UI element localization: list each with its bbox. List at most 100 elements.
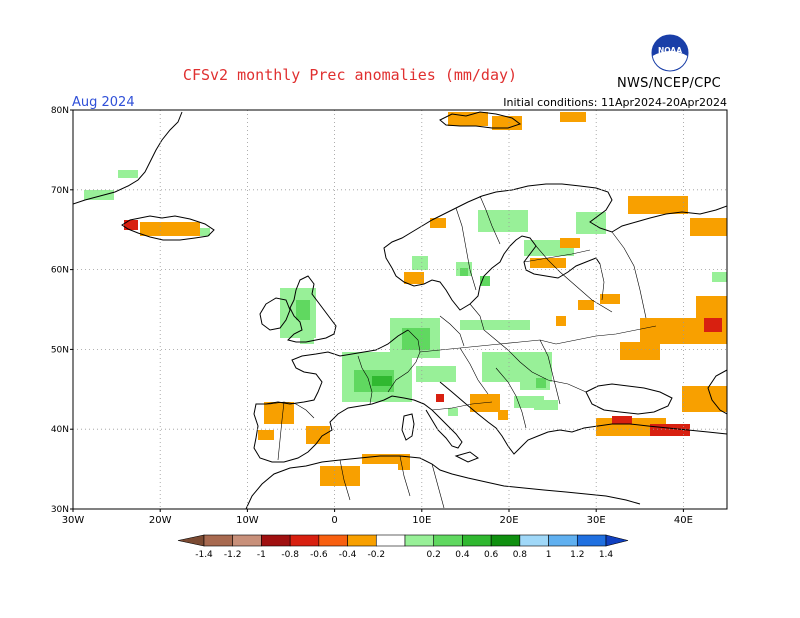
- agency-label: NWS/NCEP/CPC: [617, 76, 722, 91]
- legend-swatch: [232, 534, 262, 547]
- forecast-month: Aug 2024: [72, 95, 135, 110]
- sardinia-outline: [401, 413, 415, 441]
- initial-conditions: Initial conditions: 11Apr2024-20Apr2024: [503, 96, 727, 109]
- anomaly-cell: [560, 112, 586, 122]
- lat-tick-label: 40N: [51, 425, 69, 435]
- legend-label: -0.8: [281, 550, 299, 560]
- legend-swatch: [519, 534, 549, 547]
- anomaly-cell: [534, 400, 558, 410]
- anomaly-cell: [612, 416, 632, 424]
- coastlines: [73, 111, 727, 509]
- lon-tick-label: 20W: [149, 515, 172, 526]
- chart-title: CFSv2 monthly Prec anomalies (mm/day): [0, 66, 800, 84]
- legend-label: 1: [546, 550, 552, 560]
- anomaly-cell: [460, 268, 468, 276]
- legend-label: 1.4: [599, 550, 614, 560]
- legend-swatch: [462, 534, 492, 547]
- anomaly-cell: [530, 258, 566, 268]
- anomaly-cell: [398, 462, 410, 470]
- anomaly-cell: [478, 210, 528, 232]
- anomaly-cell: [536, 378, 546, 388]
- legend-swatch: [261, 534, 291, 547]
- legend-left-arrow: [177, 534, 205, 547]
- north-africa-coast: [245, 455, 641, 509]
- anomaly-cell: [118, 170, 138, 178]
- iceland-outline: [121, 215, 215, 241]
- map-frame: [72, 109, 728, 510]
- anomaly-cell: [560, 238, 580, 248]
- anomaly-cell: [696, 296, 727, 320]
- legend-label: -1.4: [195, 550, 213, 560]
- anomaly-cell: [416, 366, 456, 382]
- greenland-coast: [73, 111, 183, 205]
- anomaly-cell: [372, 376, 392, 386]
- color-legend: -1.4 -1.2 -1 -0.8 -0.6 -0.4 -0.2 0.2 0.4 0.6 0.8 1 1…: [177, 534, 629, 560]
- anomaly-cells: [84, 112, 727, 486]
- anomaly-cell: [498, 410, 508, 420]
- legend-label: -0.4: [339, 550, 357, 560]
- anomaly-cell: [296, 300, 310, 320]
- lat-tick-label: 60N: [51, 266, 69, 276]
- anomaly-cell: [404, 272, 424, 284]
- anomaly-cell: [320, 466, 360, 486]
- anomaly-cell: [140, 222, 200, 236]
- ireland-outline: [259, 297, 291, 331]
- legend-swatch: [375, 534, 406, 547]
- lon-tick-label: 10E: [412, 515, 431, 526]
- caspian-coast: [707, 369, 727, 415]
- axis-ticks: 30W 20W 10W 0 10E 20E 30E 40E 80N 70N 60N 50N 40N 30N: [51, 106, 693, 526]
- legend-swatch: [203, 534, 234, 547]
- anomaly-cell: [620, 342, 660, 360]
- anomaly-cell: [84, 190, 114, 200]
- lon-tick-label: 30E: [587, 515, 606, 526]
- western-europe-coast: [253, 329, 463, 463]
- anomaly-cell: [258, 430, 274, 440]
- anomaly-cell: [682, 386, 727, 412]
- anomaly-cell: [362, 454, 410, 464]
- legend-label: -0.6: [310, 550, 328, 560]
- legend-swatch: [318, 534, 348, 547]
- anomaly-cell: [690, 218, 727, 236]
- legend-swatch: [576, 534, 607, 547]
- baltic-coast: [391, 235, 601, 311]
- legend-swatch: [347, 534, 377, 547]
- anomaly-cell: [448, 112, 488, 126]
- legend-label: -1: [257, 550, 266, 560]
- lat-tick-label: 30N: [51, 505, 69, 515]
- lat-tick-label: 70N: [51, 186, 69, 196]
- anomaly-cell: [300, 336, 314, 344]
- anomaly-cell: [578, 300, 594, 310]
- great-britain-outline: [287, 275, 337, 343]
- svalbard-outline: [439, 111, 522, 129]
- anomaly-cell: [402, 328, 430, 350]
- legend-label: 0.8: [513, 550, 528, 560]
- anomaly-cell: [704, 318, 722, 332]
- anomaly-cell: [264, 402, 294, 424]
- anomaly-cell: [306, 426, 330, 444]
- lon-tick-label: 10W: [236, 515, 259, 526]
- anomaly-cell: [436, 394, 444, 402]
- legend-label: 1.2: [570, 550, 584, 560]
- legend-swatch: [433, 534, 463, 547]
- noaa-logo-text: NOAA: [658, 46, 682, 55]
- anomaly-cell: [480, 276, 490, 286]
- sicily-outline: [454, 451, 480, 463]
- lon-tick-label: 40E: [674, 515, 693, 526]
- legend-label: 0.2: [427, 550, 441, 560]
- chart-title-text: CFSv2 monthly Prec anomalies (mm/day): [182, 66, 518, 84]
- legend-label: 0.6: [484, 550, 499, 560]
- anomaly-cell: [600, 294, 620, 304]
- anomaly-cell: [628, 196, 688, 214]
- lat-tick-label: 50N: [51, 345, 69, 355]
- legend-swatch: [289, 534, 320, 547]
- black-sea-outline: [585, 383, 673, 415]
- scandinavia-north-coast: [383, 183, 727, 269]
- legend-swatch: [548, 534, 578, 547]
- anomaly-cell: [412, 256, 428, 270]
- lon-tick-label: 30W: [62, 515, 85, 526]
- legend-swatch: [404, 534, 435, 547]
- anomaly-cell: [200, 228, 210, 236]
- country-borders: [256, 195, 657, 509]
- anomaly-cell: [460, 320, 530, 330]
